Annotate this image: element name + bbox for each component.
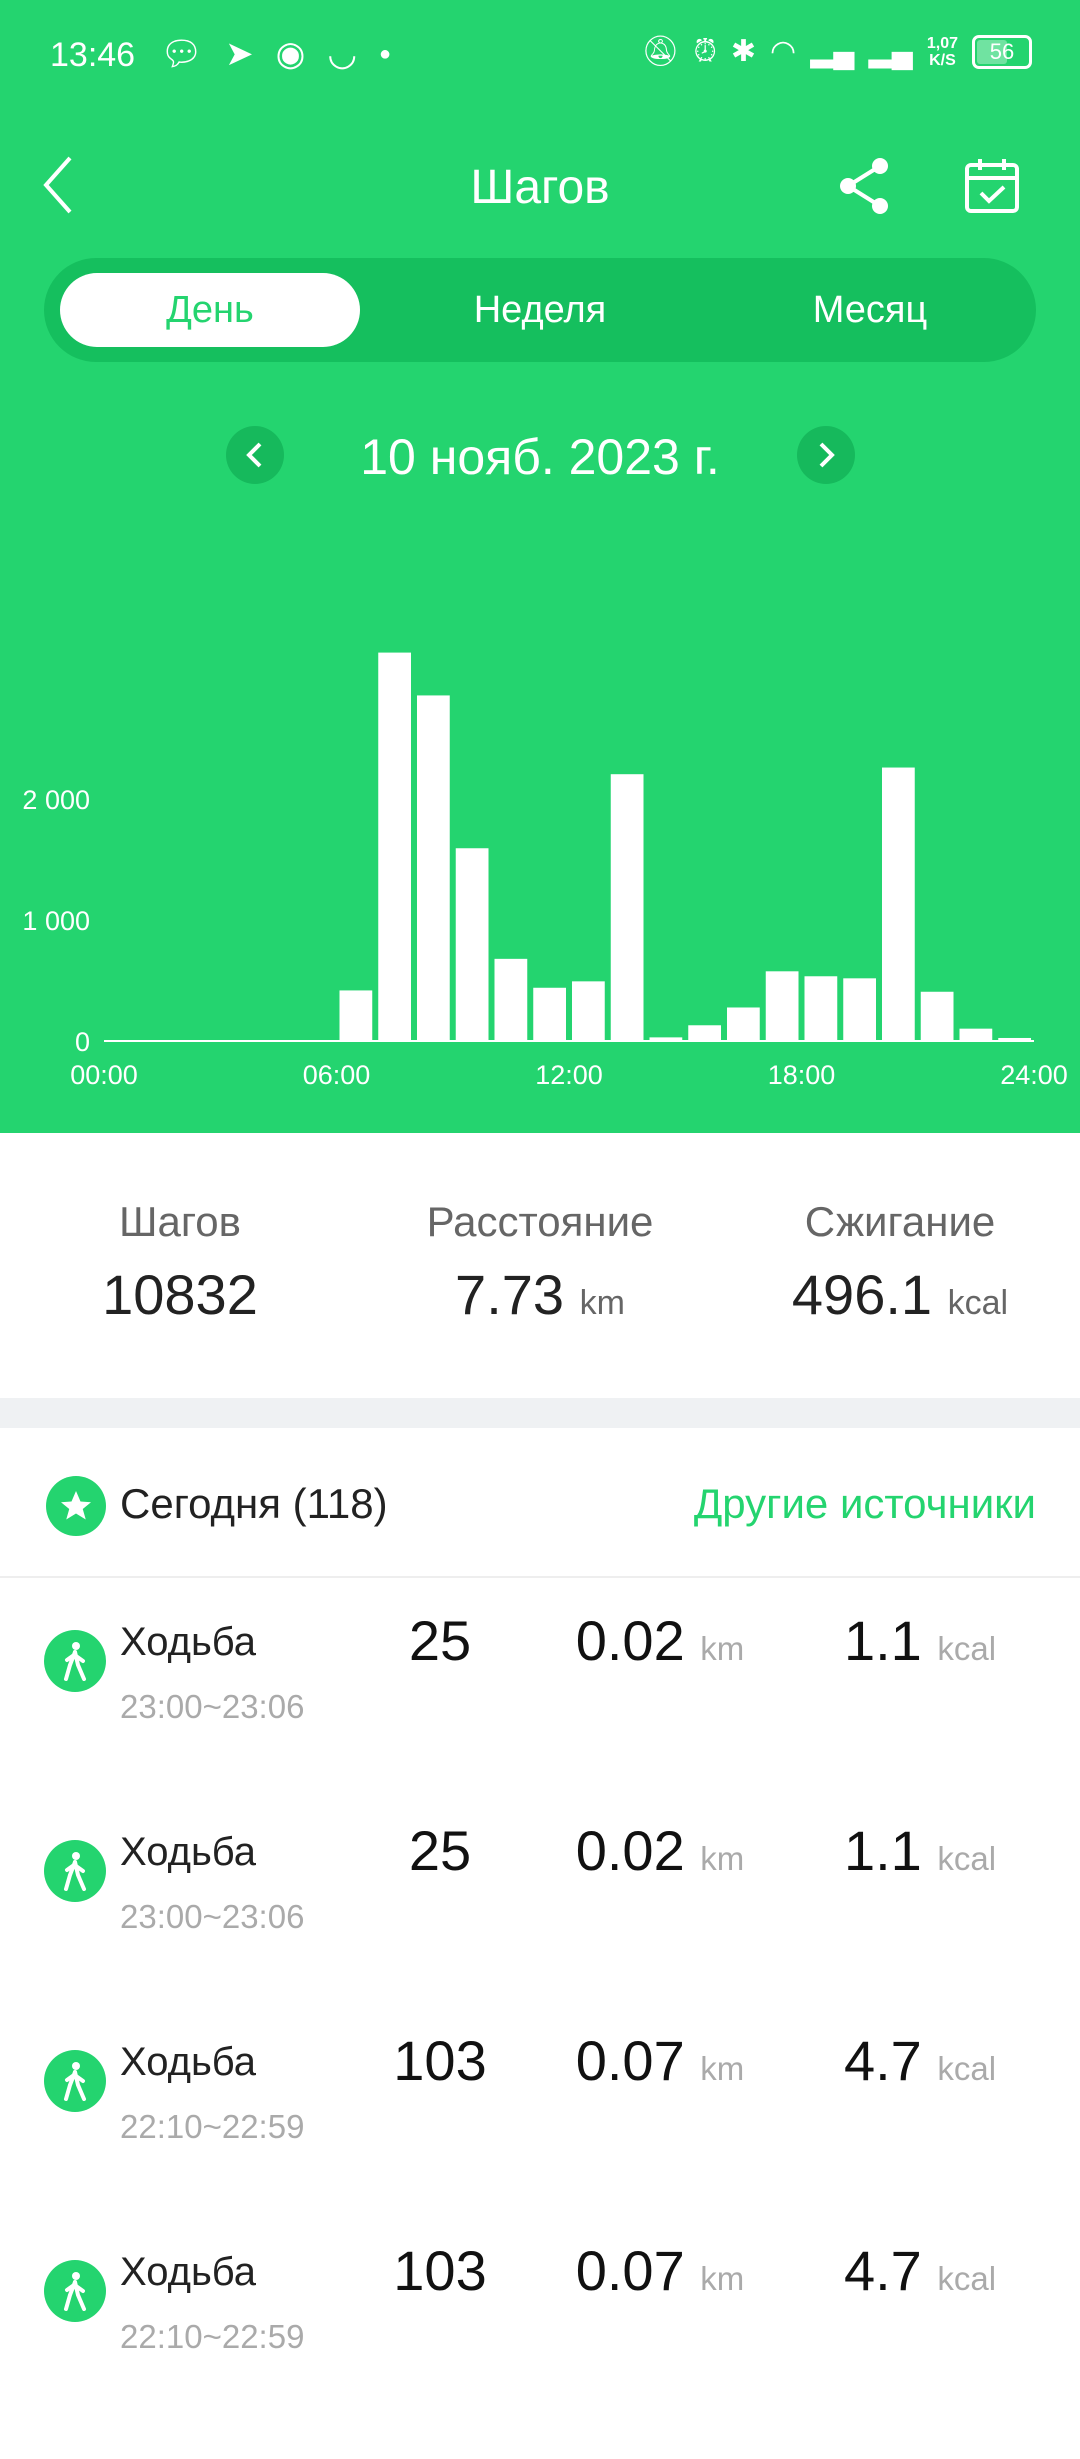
bar-hour-20[interactable] [882, 767, 915, 1041]
activity-name: Ходьба [120, 2040, 257, 2084]
x-tick-label: 06:00 [303, 1060, 371, 1090]
activity-kcal: 1.1 kcal [843, 1609, 997, 1672]
bar-hour-13[interactable] [610, 774, 644, 1041]
bar-hour-10[interactable] [494, 958, 528, 1041]
back-icon[interactable] [36, 150, 86, 220]
activity-distance: 0.07 km [575, 2029, 745, 2092]
star-icon [46, 1476, 106, 1536]
walking-icon [44, 2260, 106, 2322]
activity-name: Ходьба [120, 1620, 257, 1664]
list-item[interactable]: Ходьба 22:10~22:59 103 0.07 km 4.7 kcal [0, 2000, 1080, 2210]
telegram-icon: ➤ [225, 35, 254, 73]
activity-time: 23:00~23:06 [120, 1898, 305, 1935]
distance-value: 7.73 [455, 1263, 565, 1326]
activity-kcal: 4.7 kcal [843, 2029, 997, 2092]
dot-icon: ● [379, 42, 392, 65]
chevron-left-icon [246, 442, 262, 468]
activity-kcal: 4.7 kcal [843, 2239, 997, 2302]
list-item[interactable]: Ходьба 23:00~23:06 25 0.02 km 1.1 kcal [0, 1580, 1080, 1790]
bell-off-icon: 🔕︎ [641, 35, 680, 68]
bar-hour-7[interactable] [378, 652, 411, 1041]
activity-time: 23:00~23:06 [120, 1688, 305, 1725]
activity-name: Ходьба [120, 2250, 257, 2294]
page-title: Шагов [470, 161, 610, 214]
activity-distance: 0.02 km [575, 1819, 745, 1882]
bar-hour-8[interactable] [417, 695, 450, 1041]
network-speed: 1,07 K/S [926, 34, 958, 69]
bar-hour-21[interactable] [920, 991, 954, 1041]
signal-icon: ▂▄ [810, 35, 855, 68]
bar-hour-11[interactable] [533, 987, 566, 1041]
bar-hour-18[interactable] [804, 976, 838, 1041]
walking-icon [44, 1630, 106, 1692]
bar-hour-14[interactable] [649, 1037, 683, 1041]
list-item[interactable]: Ходьба 22:10~22:59 103 0.07 km 4.7 kcal [0, 2210, 1080, 2420]
list-item[interactable]: Ходьба 23:00~23:06 25 0.02 km 1.1 kcal [0, 1790, 1080, 2000]
x-tick-label: 24:00 [1000, 1060, 1068, 1090]
activity-steps: 103 [393, 2239, 487, 2302]
activity-kcal: 1.1 kcal [843, 1819, 997, 1882]
tab-day[interactable]: День [60, 273, 360, 347]
alarm-icon: ⏰︎ [693, 34, 717, 68]
today-title: Сегодня (118) [120, 1480, 388, 1527]
activity-steps: 103 [393, 2029, 487, 2092]
bar-hour-12[interactable] [572, 981, 605, 1041]
status-bar: 13:46 💬︎ ➤ ◉ ◡ ● 🔕︎ ⏰︎ ✱ ◠ ▂▄ ▂▄ 1,07 K/S… [0, 0, 1080, 100]
bar-hour-23[interactable] [998, 1037, 1031, 1041]
activity-name: Ходьба [120, 1830, 257, 1874]
chat-bubble-icon: 💬︎ [160, 35, 204, 73]
bluetooth-icon: ✱ [730, 35, 757, 68]
activity-steps: 25 [408, 1819, 472, 1882]
y-tick-label: 2 000 [22, 785, 90, 815]
share-icon[interactable] [836, 156, 892, 216]
bar-hour-6[interactable] [339, 990, 373, 1041]
other-sources-link[interactable]: Другие источники [693, 1480, 1036, 1527]
bar-hour-9[interactable] [455, 848, 489, 1041]
bar-hour-19[interactable] [843, 978, 876, 1041]
bar-hour-22[interactable] [959, 1028, 993, 1041]
section-divider [0, 1398, 1080, 1428]
steps-stat: Шагов 10832 [0, 1198, 360, 1327]
x-tick-label: 18:00 [768, 1060, 836, 1090]
bar-hour-17[interactable] [765, 971, 799, 1041]
activity-time: 22:10~22:59 [120, 2318, 305, 2355]
signal-icon-2: ▂▄ [868, 35, 913, 68]
y-tick-label: 0 [75, 1027, 90, 1057]
activity-steps: 25 [408, 1609, 472, 1672]
distance-stat: Расстояние 7.73 km [426, 1198, 654, 1326]
walking-icon [44, 2050, 106, 2112]
burn-value: 496.1 [791, 1263, 933, 1326]
tab-month[interactable]: Месяц [812, 288, 928, 331]
y-tick-label: 1 000 [22, 906, 90, 936]
status-time: 13:46 [50, 36, 136, 74]
current-date: 10 нояб. 2023 г. [360, 429, 720, 485]
activity-time: 22:10~22:59 [120, 2108, 305, 2145]
x-tick-label: 12:00 [535, 1060, 603, 1090]
activity-distance: 0.07 km [575, 2239, 745, 2302]
date-navigator: 10 нояб. 2023 г. [0, 420, 1080, 490]
chevron-right-icon [819, 442, 835, 468]
message-icon: ◉ [275, 35, 306, 73]
steps-chart: 00:00 06:00 12:00 18:00 24:00 0 1 000 2 000 [22, 652, 1068, 1090]
x-tick-label: 00:00 [70, 1060, 138, 1090]
calendar-icon[interactable] [962, 156, 1022, 216]
steps-value: 10832 [102, 1263, 258, 1326]
burn-stat: Сжигание 496.1 kcal [791, 1198, 1009, 1326]
wifi-icon: ◠ [770, 35, 797, 68]
smile-icon: ◡ [327, 35, 358, 73]
battery-icon: 56 [972, 34, 1032, 69]
list-header: Сегодня (118) Другие источники [0, 1428, 1080, 1578]
tab-week[interactable]: Неделя [473, 288, 607, 331]
walking-icon [44, 1840, 106, 1902]
activity-distance: 0.02 km [575, 1609, 745, 1672]
summary-stats: Шагов 10832 Расстояние 7.73 km Сжигание … [0, 1133, 1080, 1398]
bar-hour-16[interactable] [727, 1007, 760, 1041]
period-tabs: День Неделя Месяц [44, 258, 1036, 362]
next-date-button[interactable] [797, 426, 855, 484]
header-panel: 13:46 💬︎ ➤ ◉ ◡ ● 🔕︎ ⏰︎ ✱ ◠ ▂▄ ▂▄ 1,07 K/S… [0, 0, 1080, 1133]
bar-hour-15[interactable] [688, 1025, 721, 1041]
prev-date-button[interactable] [226, 426, 284, 484]
